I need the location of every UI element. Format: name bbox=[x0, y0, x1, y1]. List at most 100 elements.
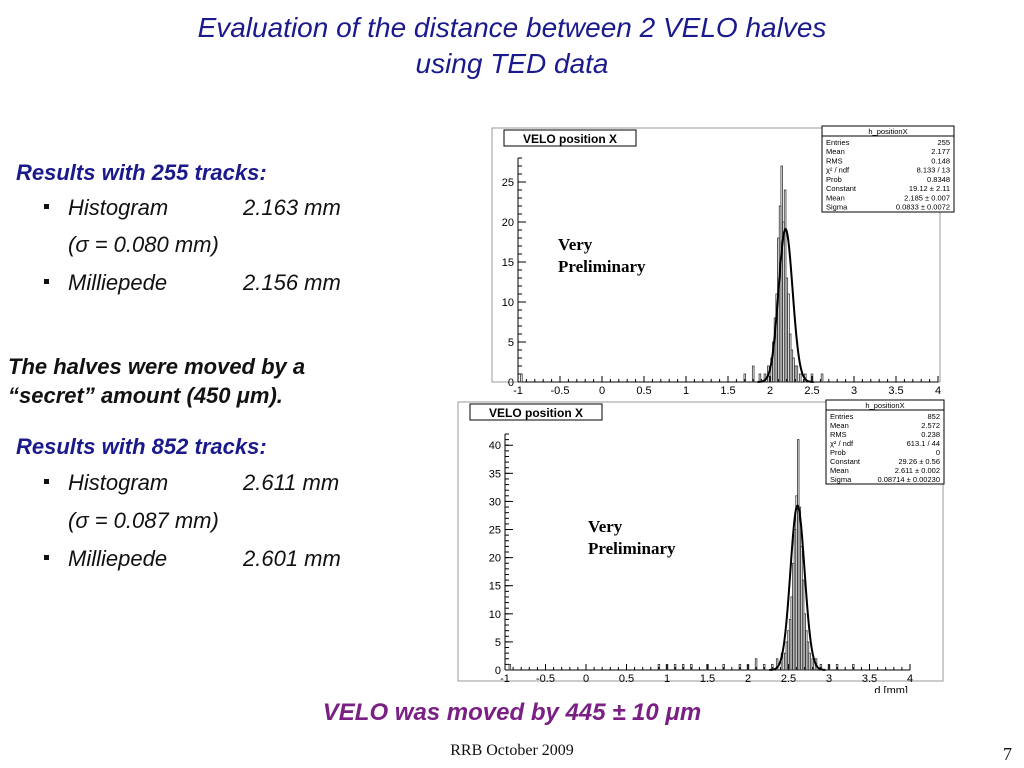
millepede-label: Milliepede bbox=[68, 270, 168, 295]
section2-heading: Results with 852 tracks: bbox=[16, 434, 267, 459]
chart-title: VELO position X bbox=[503, 129, 637, 147]
histogram-bin bbox=[820, 373, 824, 383]
x-tick-label: -0.5 bbox=[551, 385, 570, 396]
y-tick-label: 15 bbox=[489, 581, 501, 593]
x-tick-label: 1 bbox=[664, 673, 670, 685]
stats-box-title: h_positionX bbox=[865, 401, 904, 410]
histogram-label: Histogram bbox=[68, 195, 169, 220]
histogram-value: 2.611 mm bbox=[243, 470, 340, 495]
x-tick-label: 1 bbox=[683, 385, 689, 396]
x-tick-label: 2 bbox=[767, 385, 773, 396]
bullet-marker bbox=[44, 555, 49, 560]
chart-title-text: VELO position X bbox=[523, 132, 617, 146]
x-tick-label: 0 bbox=[599, 385, 605, 396]
stats-box: h_positionX Entries 255 Mean 2.177 RMS 0.148 χ²… bbox=[821, 125, 955, 213]
chart-svg: VELO position X-1 -0.5 0 0.5 1 1.5 2 2.5 3 3.5 405… bbox=[457, 399, 945, 693]
x-tick-label: 3.5 bbox=[862, 673, 877, 685]
millepede-value: 2.156 mm bbox=[243, 270, 341, 295]
stats-key: Sigma bbox=[826, 203, 848, 212]
millepede-label: Milliepede bbox=[68, 546, 168, 571]
histogram-bin bbox=[827, 663, 831, 671]
preliminary-annotation: Very Preliminary bbox=[558, 235, 646, 276]
y-tick-label: 0 bbox=[508, 377, 514, 389]
histogram-bin bbox=[508, 663, 512, 671]
histogram-bin bbox=[811, 658, 815, 671]
stats-key: Constant bbox=[830, 457, 861, 466]
x-tick-label: 4 bbox=[935, 385, 941, 396]
footer-text: RRB October 2009 bbox=[450, 742, 574, 759]
y-tick-label: 35 bbox=[489, 468, 501, 480]
histogram-label: Histogram bbox=[68, 470, 169, 495]
section1-sigma: (σ = 0.080 mm) bbox=[68, 232, 219, 257]
stats-value: 613.1 / 44 bbox=[907, 439, 940, 448]
x-tick-label: 4 bbox=[907, 673, 913, 685]
stats-key: Mean bbox=[830, 466, 849, 475]
moved-statement: The halves were moved by a “secret” amou… bbox=[8, 352, 305, 410]
y-tick-label: 25 bbox=[489, 525, 501, 537]
histogram-bin bbox=[835, 663, 839, 671]
section1-heading: Results with 255 tracks: bbox=[16, 160, 267, 185]
y-tick-label: 40 bbox=[489, 440, 501, 452]
y-tick-label: 20 bbox=[489, 553, 501, 565]
conclusion-text: VELO was moved by 445 ± 10 μm bbox=[322, 699, 702, 726]
chart-svg: VELO position X-1 -0.5 0 0.5 1 1.5 2 2.5 3 3.5 405… bbox=[491, 125, 955, 396]
x-tick-label: -1 bbox=[500, 673, 510, 685]
y-tick-label: 30 bbox=[489, 496, 501, 508]
histogram-bin bbox=[746, 663, 750, 671]
y-tick-label: 10 bbox=[502, 297, 514, 309]
histogram-bin bbox=[743, 373, 747, 383]
bullet-marker bbox=[44, 279, 49, 284]
x-tick-label: 2.5 bbox=[804, 385, 819, 396]
stats-value: 8.133 / 13 bbox=[917, 166, 950, 175]
y-tick-label: 5 bbox=[495, 637, 501, 649]
stats-value: 2.572 bbox=[921, 421, 940, 430]
millepede-value: 2.601 mm bbox=[243, 546, 341, 571]
stats-value: 0.148 bbox=[931, 156, 950, 165]
histogram-bin bbox=[775, 658, 779, 671]
histogram-value: 2.163 mm bbox=[243, 195, 341, 220]
stats-key: Mean bbox=[830, 421, 849, 430]
stats-key: RMS bbox=[830, 430, 847, 439]
moved-line1: The halves were moved by a bbox=[8, 354, 306, 379]
stats-key: χ² / ndf bbox=[826, 166, 850, 175]
bullet-marker bbox=[44, 204, 49, 209]
histogram-bin bbox=[751, 365, 755, 383]
slide-title-line2: using TED data bbox=[415, 48, 609, 79]
y-tick-label: 20 bbox=[502, 217, 514, 229]
histogram-chart-255: VELO position X -1 -0.5 0 0.5 1 1.5 2 2.5 3 3.5 4 0 5… bbox=[470, 120, 960, 396]
histogram-bin bbox=[762, 663, 766, 671]
stats-value: 29.26 ± 0.56 bbox=[898, 457, 940, 466]
histogram-bin bbox=[690, 663, 693, 671]
histogram-bin bbox=[795, 365, 799, 383]
chart-title-text: VELO position X bbox=[489, 406, 583, 420]
stats-key: Mean bbox=[826, 193, 845, 202]
y-tick-label: 10 bbox=[489, 609, 501, 621]
stats-value: 255 bbox=[937, 138, 950, 147]
x-axis-label: d [mm] bbox=[874, 685, 908, 693]
y-tick-label: 15 bbox=[502, 257, 514, 269]
histogram-bin bbox=[808, 652, 811, 671]
histogram-bin bbox=[665, 663, 669, 671]
chart-title: VELO position X bbox=[469, 403, 603, 421]
stats-value: 2.611 ± 0.002 bbox=[895, 466, 940, 475]
histogram-chart-852: VELO position X -1 -0.5 0 0.5 1 1.5 2 2.5 3 3.5 4 0 5… bbox=[448, 398, 960, 693]
y-tick-label: 25 bbox=[502, 177, 514, 189]
histogram-bin bbox=[722, 663, 725, 671]
bullet-marker bbox=[44, 479, 49, 484]
stats-key: Mean bbox=[826, 147, 845, 156]
x-tick-label: 3 bbox=[826, 673, 832, 685]
stats-box-frame bbox=[821, 125, 955, 213]
histogram-bin bbox=[673, 663, 677, 671]
x-tick-label: 0 bbox=[583, 673, 589, 685]
histogram-bin bbox=[520, 373, 523, 383]
x-tick-label: -0.5 bbox=[536, 673, 555, 685]
stats-value: 2.177 bbox=[931, 147, 950, 156]
stats-value: 2.185 ± 0.007 bbox=[904, 193, 950, 202]
chart-frame bbox=[457, 401, 944, 682]
y-tick-label: 5 bbox=[508, 337, 514, 349]
stats-box: h_positionX Entries 852 Mean 2.572 RMS 0.238 χ²… bbox=[825, 399, 945, 485]
stats-key: Sigma bbox=[830, 475, 852, 484]
x-tick-label: 3.5 bbox=[888, 385, 903, 396]
x-tick-label: 2.5 bbox=[781, 673, 796, 685]
x-tick-label: 0.5 bbox=[619, 673, 634, 685]
